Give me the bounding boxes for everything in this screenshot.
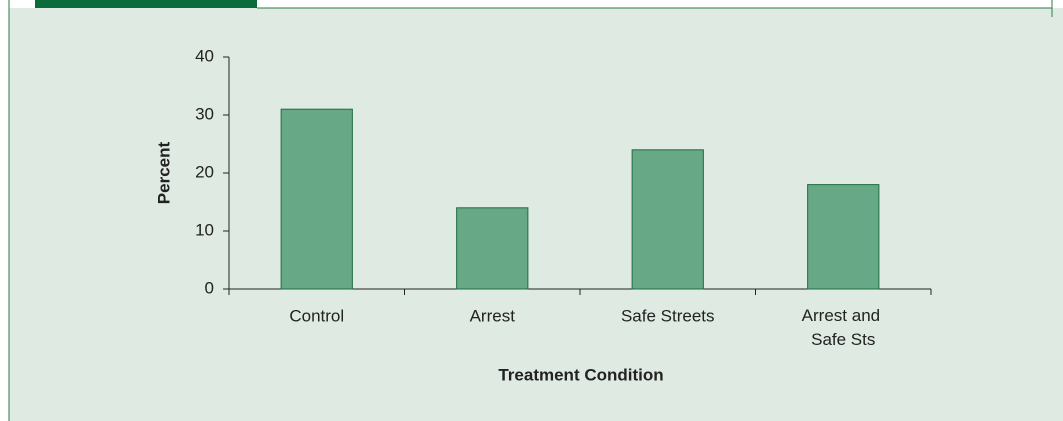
y-tick-label: 40 [195,46,214,65]
header-tab [35,0,257,8]
x-axis-title: Treatment Condition [498,365,663,384]
y-tick-label: 20 [195,162,214,181]
bar [456,207,529,290]
y-axis-title: Percent [154,141,173,204]
y-tick-label: 10 [195,220,214,239]
bar [631,149,704,290]
panel-background [9,8,1063,421]
y-tick-label: 0 [205,278,214,297]
x-tick-label: Arrest [470,306,516,325]
bar [807,184,880,290]
bar [280,108,353,290]
x-tick-label: Control [289,306,344,325]
x-tick-label: Safe Streets [621,306,715,325]
y-tick-label: 30 [195,104,214,123]
x-tick-label: Arrest and Safe Sts [802,306,885,349]
